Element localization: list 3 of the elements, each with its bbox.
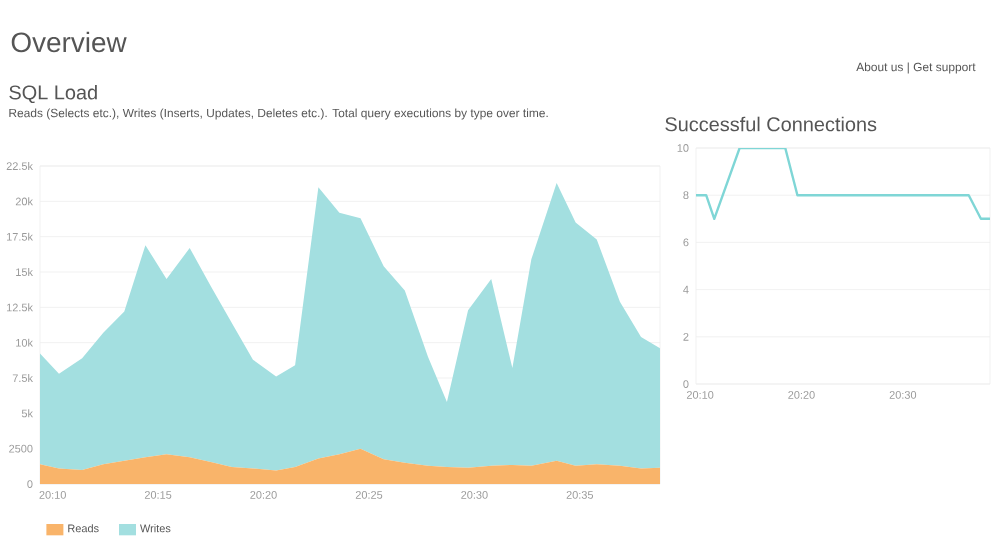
chart-title: Successful Connections xyxy=(665,116,877,132)
text: Overview xyxy=(11,31,127,53)
chart-title: SQL Load xyxy=(9,84,97,104)
